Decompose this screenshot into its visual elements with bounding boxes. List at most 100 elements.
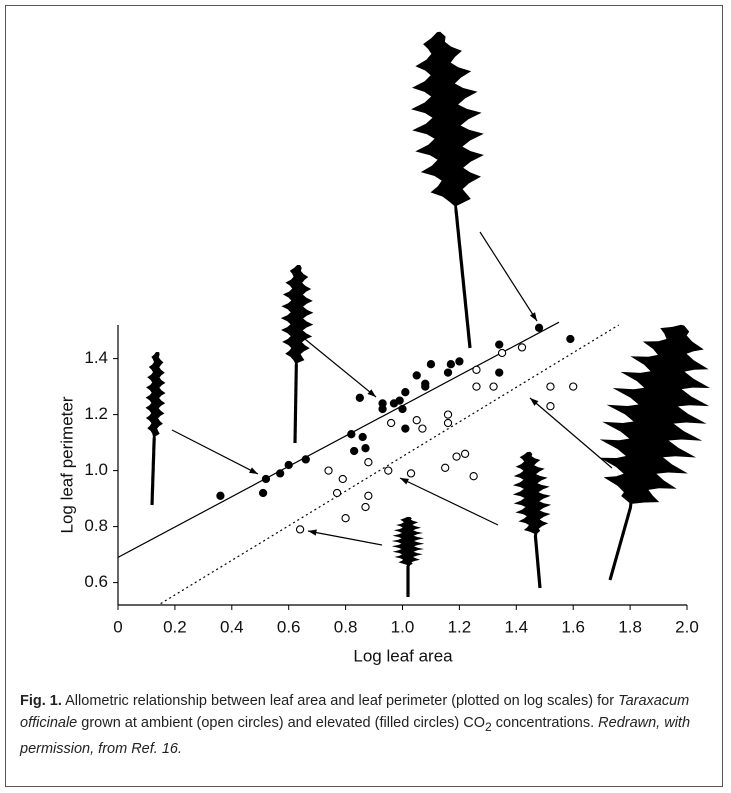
data-point xyxy=(378,404,387,414)
data-point xyxy=(349,446,359,456)
caption-subscript: 2 xyxy=(485,719,492,734)
caption-label: Fig. 1. xyxy=(20,693,62,709)
data-point xyxy=(569,382,578,391)
data-point xyxy=(341,514,350,523)
arrow-line xyxy=(479,231,538,322)
data-point xyxy=(398,404,407,414)
data-point xyxy=(495,368,504,377)
data-point xyxy=(364,491,373,500)
x-tick-label: 0 xyxy=(113,617,122,636)
leaf-silhouette xyxy=(411,31,484,349)
data-point xyxy=(443,368,453,377)
data-point xyxy=(472,382,481,391)
data-point xyxy=(276,469,285,478)
data-point xyxy=(469,472,478,481)
x-tick-label: 1.6 xyxy=(561,617,585,636)
y-tick-label: 1.2 xyxy=(84,404,108,423)
data-point xyxy=(284,460,293,470)
data-point xyxy=(546,402,555,411)
data-point xyxy=(441,463,450,472)
caption-text: concentrations. xyxy=(495,715,595,731)
data-point xyxy=(443,418,453,428)
arrow-head xyxy=(530,398,539,406)
data-point xyxy=(384,466,393,475)
data-point xyxy=(412,416,421,425)
data-point xyxy=(517,343,527,352)
figure-caption: Fig. 1. Allometric relationship between … xyxy=(20,690,710,760)
data-point xyxy=(355,393,364,402)
data-point xyxy=(358,432,367,442)
x-tick-label: 0.6 xyxy=(277,617,301,636)
data-point xyxy=(534,323,544,332)
figure-frame xyxy=(5,5,723,787)
data-point xyxy=(566,334,575,344)
data-point xyxy=(301,455,310,464)
leaf-silhouette xyxy=(599,324,710,581)
arrow-head xyxy=(308,529,317,536)
arrow-line xyxy=(307,530,383,546)
x-tick-label: 1.8 xyxy=(618,617,642,636)
leaf-silhouette xyxy=(280,265,314,443)
data-point xyxy=(546,382,555,391)
data-point xyxy=(443,410,453,419)
x-tick-label: 0.4 xyxy=(220,617,244,636)
y-tick-label: 0.6 xyxy=(84,572,108,591)
data-point xyxy=(446,360,456,369)
data-point xyxy=(406,469,416,478)
caption-species: Taraxacum officinale xyxy=(20,693,690,731)
arrow-head xyxy=(529,312,537,321)
y-tick-label: 1.4 xyxy=(84,348,108,367)
data-point xyxy=(258,488,268,498)
y-tick-label: 0.8 xyxy=(84,516,108,535)
data-point xyxy=(361,444,370,453)
leaf-silhouettes xyxy=(145,31,710,597)
data-point xyxy=(324,466,333,475)
data-point xyxy=(495,340,504,349)
data-point xyxy=(418,424,427,433)
data-point xyxy=(455,357,464,366)
data-point xyxy=(426,360,436,369)
data-point xyxy=(421,382,430,391)
data-point xyxy=(489,382,498,391)
data-point xyxy=(295,525,305,534)
arrow-head xyxy=(249,467,258,474)
data-point xyxy=(338,474,347,484)
y-tick-label: 1.0 xyxy=(84,460,108,479)
leaf-silhouette xyxy=(391,517,425,597)
y-axis-label: Log leaf perimeter xyxy=(57,396,76,533)
data-point xyxy=(364,458,373,467)
caption-credit: Redrawn, with permission, from Ref. 16. xyxy=(20,715,691,757)
data-point xyxy=(395,396,404,405)
data-point xyxy=(497,348,507,358)
data-point xyxy=(460,449,470,458)
arrow-line xyxy=(299,334,377,398)
data-point xyxy=(261,474,271,484)
arrow-head xyxy=(367,389,376,397)
data-point xyxy=(386,418,396,428)
arrow-line xyxy=(399,477,499,526)
leaf-silhouette xyxy=(512,451,552,589)
caption-text: grown at ambient (open circles) and elev… xyxy=(81,715,486,731)
arrow-line xyxy=(171,429,259,475)
data-point xyxy=(332,488,342,498)
x-axis-label: Log leaf area xyxy=(353,646,453,665)
x-tick-label: 1.2 xyxy=(448,617,472,636)
data-point xyxy=(412,371,421,380)
fit-line xyxy=(117,321,560,558)
arrow-head xyxy=(400,478,409,485)
data-point xyxy=(452,452,461,461)
x-tick-label: 0.8 xyxy=(334,617,358,636)
caption-text: Allometric relationship between leaf are… xyxy=(65,693,615,709)
chart: Log leaf area Log leaf perimeter 0 0.2 0.4… xyxy=(57,31,710,665)
data-point xyxy=(361,502,370,512)
data-point xyxy=(472,365,481,374)
x-tick-label: 2.0 xyxy=(675,617,699,636)
data-point xyxy=(347,430,356,439)
data-point xyxy=(401,388,410,397)
x-tick-label: 0.2 xyxy=(163,617,187,636)
fit-line xyxy=(160,324,620,605)
data-point xyxy=(401,424,410,433)
x-tick-label: 1.4 xyxy=(504,617,528,636)
x-tick-label: 1.0 xyxy=(391,617,415,636)
